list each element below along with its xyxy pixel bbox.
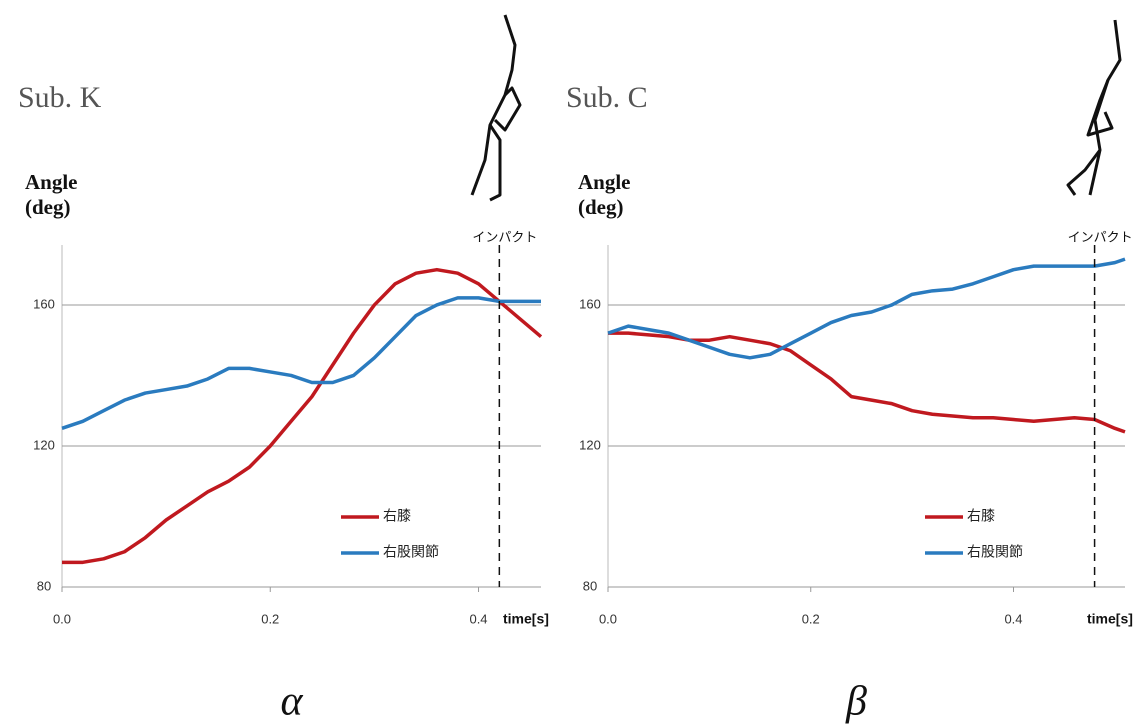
y-axis-label: (deg) [25,195,71,219]
x-axis-label: time[s] [1087,611,1133,627]
y-tick-label: 80 [37,578,51,593]
y-tick-label: 80 [583,578,597,593]
y-tick-label: 160 [33,296,55,311]
figure-line [490,125,500,200]
chart-title: Sub. K [18,81,102,114]
x-tick-label: 0.0 [599,611,617,626]
chart-title: Sub. C [566,81,648,114]
y-axis-label: (deg) [578,195,624,219]
y-tick-label: 160 [579,296,601,311]
x-tick-label: 0.4 [1004,611,1022,626]
series-line [608,259,1125,358]
figure-line [1090,20,1120,195]
x-tick-label: 0.2 [261,611,279,626]
figure-line [472,15,515,195]
x-axis-label: time[s] [503,611,549,627]
y-tick-label: 120 [579,437,601,452]
legend-label: 右股関節 [967,544,1023,560]
annotation: インパクト [1068,229,1133,244]
legend-label: 右膝 [967,508,995,524]
y-tick-label: 120 [33,437,55,452]
x-tick-label: 0.4 [469,611,487,626]
caption: β [845,679,867,725]
x-tick-label: 0.0 [53,611,71,626]
y-axis-label: Angle [578,170,631,194]
chart-page: Sub. KAngle(deg)801201600.00.20.4time[s]… [0,0,1135,727]
series-line [62,270,541,563]
y-axis-label: Angle [25,170,78,194]
x-tick-label: 0.2 [802,611,820,626]
annotation: インパクト [472,229,537,244]
series-line [608,333,1125,432]
caption: α [280,679,303,725]
legend-label: 右膝 [383,508,411,524]
legend-label: 右股関節 [383,544,439,560]
